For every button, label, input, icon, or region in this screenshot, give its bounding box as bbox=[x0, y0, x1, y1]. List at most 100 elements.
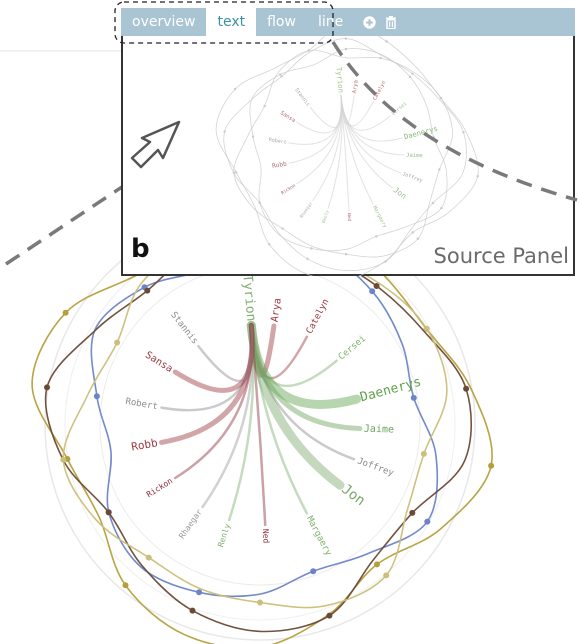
series-point bbox=[373, 283, 380, 289]
thumb-character-label: Jaime bbox=[406, 153, 423, 160]
series-point bbox=[189, 607, 196, 614]
thumb-series-point bbox=[268, 243, 271, 246]
series-point bbox=[62, 309, 69, 316]
chord-ribbon bbox=[159, 322, 255, 445]
chord-ribbon bbox=[197, 324, 254, 383]
chord-ribbon bbox=[250, 324, 267, 527]
thumb-series-point bbox=[416, 237, 420, 240]
thumb-series-point bbox=[235, 171, 238, 174]
thumb-series-point bbox=[385, 40, 388, 43]
tab-line[interactable]: line bbox=[317, 14, 344, 30]
panel-letter: b bbox=[131, 234, 150, 264]
thumb-series-point bbox=[408, 75, 412, 79]
chord-ribbon bbox=[250, 324, 309, 380]
series-point bbox=[410, 394, 417, 401]
cursor-arrow-icon bbox=[130, 120, 181, 169]
character-label: Jaime bbox=[364, 424, 394, 436]
series-point bbox=[60, 456, 67, 463]
tab-overview[interactable]: overview bbox=[132, 14, 196, 30]
series-point bbox=[144, 287, 151, 294]
source-panel: Tyrion Arya Catelyn Cersei Daenerys Jaime Joff… bbox=[121, 8, 575, 276]
thumb-series-point bbox=[344, 37, 348, 40]
panel-frame: Tyrion Arya CatelynCerseiDaenerysJaimeJoff… bbox=[121, 8, 575, 276]
chord-ribbon bbox=[250, 324, 338, 388]
chord-ribbons bbox=[159, 320, 363, 527]
series-point bbox=[105, 509, 112, 516]
thumb-series-point bbox=[432, 136, 435, 139]
thumb-series-point bbox=[411, 72, 414, 76]
thumb-series-point bbox=[440, 206, 443, 210]
thumb-series-point bbox=[306, 257, 309, 260]
series-line-blue bbox=[90, 240, 439, 598]
series-point bbox=[257, 599, 263, 606]
chord-ribbon bbox=[160, 324, 254, 412]
thumb-series-point bbox=[439, 96, 443, 100]
thumb-series-point bbox=[310, 247, 313, 250]
thumb-series-point bbox=[232, 171, 236, 174]
thumb-series-point bbox=[279, 73, 282, 76]
character-label: Rhaegar bbox=[177, 507, 204, 540]
series-line-brown bbox=[44, 223, 472, 633]
thumb-series-point bbox=[384, 260, 387, 263]
plus-circle-icon[interactable] bbox=[362, 15, 376, 29]
character-label: Arya bbox=[270, 297, 284, 322]
series-point bbox=[463, 385, 470, 392]
series-point bbox=[374, 561, 380, 568]
thumb-series-point bbox=[462, 131, 465, 134]
thumb-series-point bbox=[344, 253, 348, 256]
thumb-series-point bbox=[375, 235, 378, 238]
character-label: Stannis bbox=[168, 310, 199, 346]
character-label: Ned bbox=[261, 529, 271, 544]
thumb-character-label: Renly bbox=[321, 209, 331, 224]
thumb-series-point bbox=[476, 175, 479, 178]
chord-ribbon bbox=[172, 322, 255, 393]
tab-flow[interactable]: flow bbox=[267, 14, 296, 30]
trash-icon[interactable] bbox=[384, 15, 398, 29]
series-point bbox=[409, 509, 416, 516]
character-label: Renly bbox=[216, 522, 232, 548]
thumb-series-point bbox=[307, 49, 310, 52]
character-label: Sansa bbox=[143, 350, 174, 375]
character-label: Joffrey bbox=[356, 456, 396, 479]
chord-ribbon bbox=[173, 324, 254, 480]
thumb-series-point bbox=[223, 130, 226, 133]
chord-ribbon bbox=[250, 324, 309, 515]
chord-ribbon bbox=[248, 322, 277, 378]
tab-bar: overview text flow line bbox=[121, 8, 575, 36]
chord-ribbon bbox=[246, 320, 362, 409]
series-point bbox=[383, 572, 390, 579]
series-point bbox=[424, 518, 431, 525]
series-point bbox=[196, 589, 203, 596]
thumb-series-point bbox=[234, 87, 237, 91]
thumb-series-point bbox=[344, 47, 348, 51]
thumb-character-label: Ned bbox=[346, 213, 352, 222]
series-point bbox=[369, 288, 376, 295]
thumb-series-point bbox=[281, 227, 284, 230]
thumb-series-point bbox=[251, 135, 255, 138]
thumb-series-point bbox=[438, 168, 441, 171]
chord-ribbon bbox=[227, 324, 255, 522]
character-label: Robert bbox=[125, 397, 159, 412]
series-point bbox=[93, 393, 100, 400]
chord-ribbon bbox=[201, 324, 254, 509]
thumb-series-point bbox=[263, 104, 266, 108]
thumb-series-point bbox=[258, 201, 261, 204]
character-label: Catelyn bbox=[305, 298, 332, 336]
tab-text[interactable]: text bbox=[206, 8, 257, 36]
character-label: Margaery bbox=[304, 515, 333, 558]
series-point bbox=[145, 554, 152, 561]
chord-ribbon bbox=[248, 322, 363, 431]
thumb-series-point bbox=[411, 231, 414, 234]
series-point bbox=[423, 325, 430, 332]
thumb-character-label: Robert bbox=[268, 137, 287, 146]
series-point bbox=[420, 450, 427, 457]
thumb-series-point bbox=[379, 56, 382, 60]
series-point bbox=[44, 384, 50, 391]
series-point bbox=[114, 339, 121, 346]
series-point bbox=[310, 568, 317, 575]
series-point bbox=[326, 612, 333, 619]
thumb-character-label: Robb bbox=[272, 160, 288, 169]
thumb-series-point bbox=[431, 201, 434, 205]
chord-ribbon bbox=[250, 324, 356, 461]
